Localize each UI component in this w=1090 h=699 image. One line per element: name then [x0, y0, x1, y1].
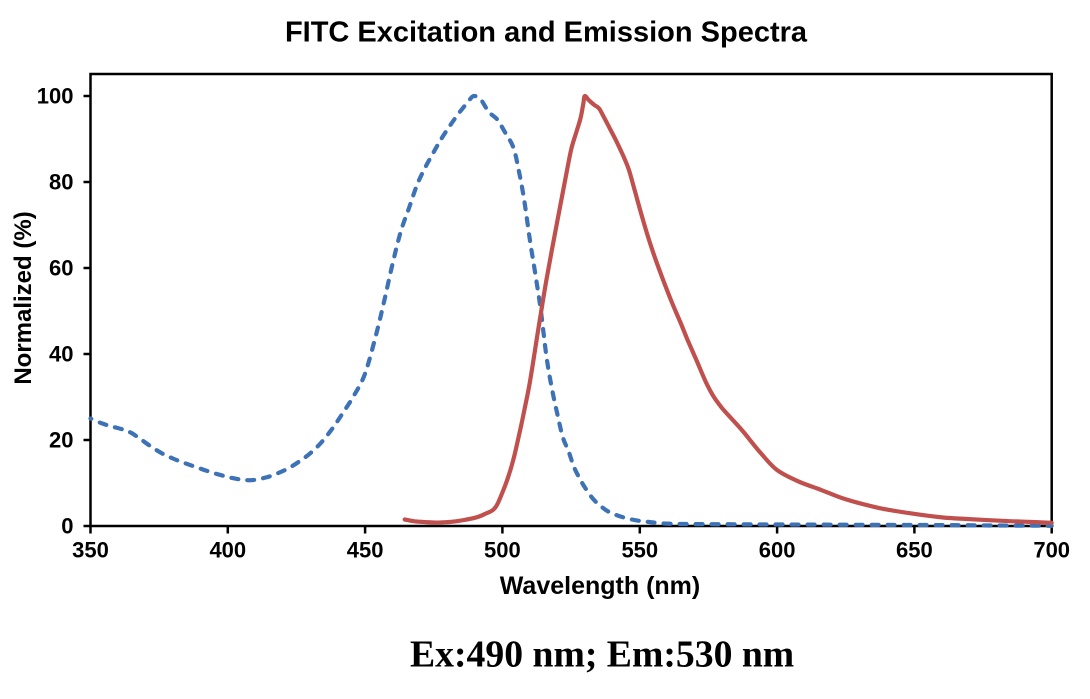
svg-text:500: 500 [484, 538, 521, 563]
svg-text:600: 600 [759, 538, 796, 563]
svg-text:650: 650 [896, 538, 933, 563]
svg-text:700: 700 [1033, 538, 1070, 563]
svg-text:20: 20 [49, 428, 73, 453]
svg-text:80: 80 [49, 170, 73, 195]
svg-text:Wavelength (nm): Wavelength (nm) [500, 572, 700, 600]
svg-text:100: 100 [37, 84, 74, 109]
svg-text:60: 60 [49, 256, 73, 281]
svg-text:550: 550 [621, 538, 658, 563]
svg-text:400: 400 [209, 538, 246, 563]
svg-text:40: 40 [49, 342, 73, 367]
svg-text:350: 350 [72, 538, 109, 563]
svg-text:Normalized (%): Normalized (%) [10, 211, 37, 384]
svg-text:450: 450 [347, 538, 384, 563]
svg-text:0: 0 [61, 514, 73, 539]
svg-text:Ex:490 nm; Em:530 nm: Ex:490 nm; Em:530 nm [410, 634, 794, 676]
svg-text:FITC Excitation and Emission S: FITC Excitation and Emission Spectra [285, 17, 808, 49]
